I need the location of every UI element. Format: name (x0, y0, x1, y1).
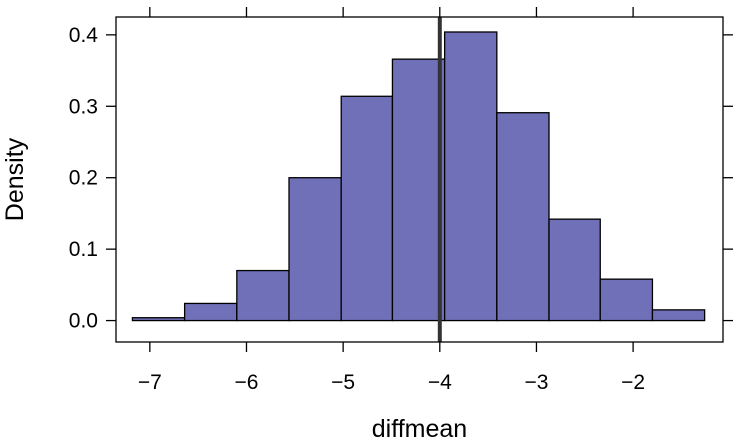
y-tick-label-2: 0.1 (69, 238, 98, 261)
x-tick-label-3: −5 (331, 371, 355, 394)
y-tick-label-5: 0.4 (69, 24, 99, 47)
histogram-bar-11 (651, 309, 706, 322)
x-tick-label-2: −6 (235, 371, 259, 394)
x-axis-tick-labels: −7 −6 −5 −4 −3 −2 (138, 371, 645, 394)
histogram-bar-1 (131, 317, 186, 322)
histogram-bar-5 (340, 95, 394, 322)
y-tick-label-3: 0.2 (69, 167, 98, 190)
x-axis-title: diffmean (372, 415, 467, 443)
y-tick-label-1: 0.0 (69, 310, 98, 333)
histogram-bar-4 (288, 177, 342, 322)
histogram-bar-10 (599, 278, 654, 322)
x-tick-label-5: −3 (524, 371, 548, 394)
histogram-bar-8 (496, 112, 550, 322)
y-axis-tick-labels: 0.0 0.1 0.2 0.3 0.4 (69, 24, 99, 333)
plot-panel-border (115, 16, 724, 343)
y-tick-label-4: 0.3 (69, 95, 98, 118)
x-axis-ticks (149, 7, 634, 352)
histogram-bar-6 (391, 58, 446, 322)
x-tick-label-4: −4 (428, 371, 452, 394)
x-tick-label-6: −2 (621, 371, 645, 394)
histogram-bar-3 (236, 269, 290, 322)
x-tick-label-1: −7 (138, 371, 162, 394)
histogram-bar-7 (443, 31, 498, 322)
histogram-bar-9 (548, 218, 601, 322)
y-axis-ticks (106, 34, 733, 322)
y-axis-title: Density (1, 137, 29, 221)
histogram-bars (131, 31, 706, 322)
histogram-bar-2 (183, 302, 238, 322)
